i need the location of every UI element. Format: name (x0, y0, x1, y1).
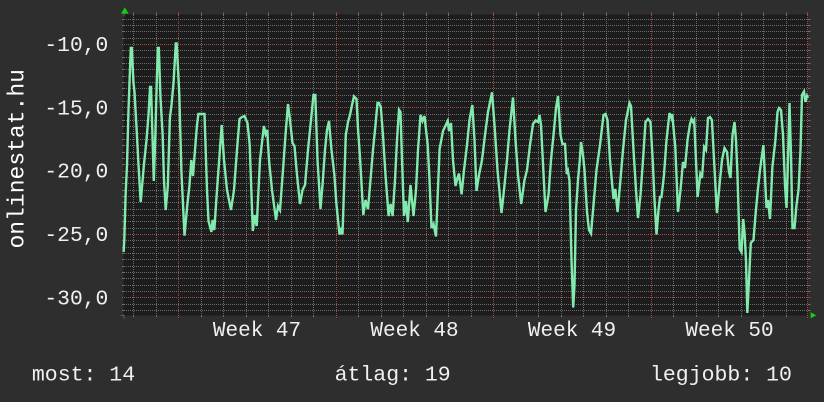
svg-text:-25,0: -25,0 (44, 224, 108, 248)
svg-text:onlinestat.hu: onlinestat.hu (5, 69, 31, 248)
svg-text:átlag: 19: átlag: 19 (335, 364, 451, 388)
svg-text:Week 50: Week 50 (685, 320, 773, 343)
svg-text:-20,0: -20,0 (44, 161, 108, 185)
svg-text:Week 49: Week 49 (528, 320, 616, 343)
svg-text:-30,0: -30,0 (44, 287, 108, 311)
svg-text:legjobb: 10: legjobb: 10 (650, 364, 792, 388)
svg-text:Week 48: Week 48 (370, 320, 458, 343)
svg-text:most: 14: most: 14 (32, 364, 135, 388)
svg-text:Week 47: Week 47 (213, 320, 301, 343)
svg-text:-10,0: -10,0 (44, 34, 108, 58)
svg-text:-15,0: -15,0 (44, 97, 108, 121)
